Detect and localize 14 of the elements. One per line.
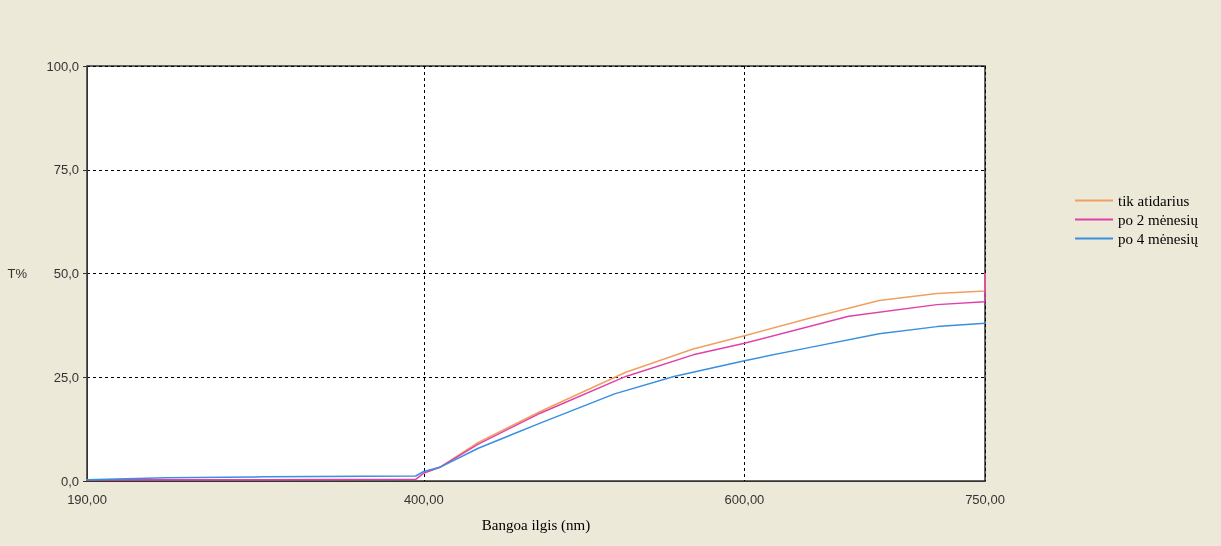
x-tick-label: 190,00 — [67, 492, 107, 507]
y-tick-label: 25,0 — [53, 369, 79, 385]
legend-label: tik atidarius — [1118, 192, 1190, 209]
y-tick-label: 75,0 — [53, 162, 79, 178]
y-tick-label: 50,0 — [53, 266, 79, 281]
x-tick-label: 600,00 — [724, 492, 765, 507]
legend-label: po 4 mėnesių — [1118, 230, 1199, 247]
x-tick-label: 400,00 — [403, 492, 444, 507]
y-tick-label: 100,0 — [46, 58, 79, 74]
x-tick-label: 750,00 — [965, 492, 1005, 507]
x-axis-title: Bangoa ilgis (nm) — [481, 516, 591, 534]
legend-label: po 2 mėnesių — [1118, 211, 1199, 228]
y-axis-title: T% — [7, 266, 28, 281]
y-tick-label: 0,0 — [60, 473, 79, 489]
